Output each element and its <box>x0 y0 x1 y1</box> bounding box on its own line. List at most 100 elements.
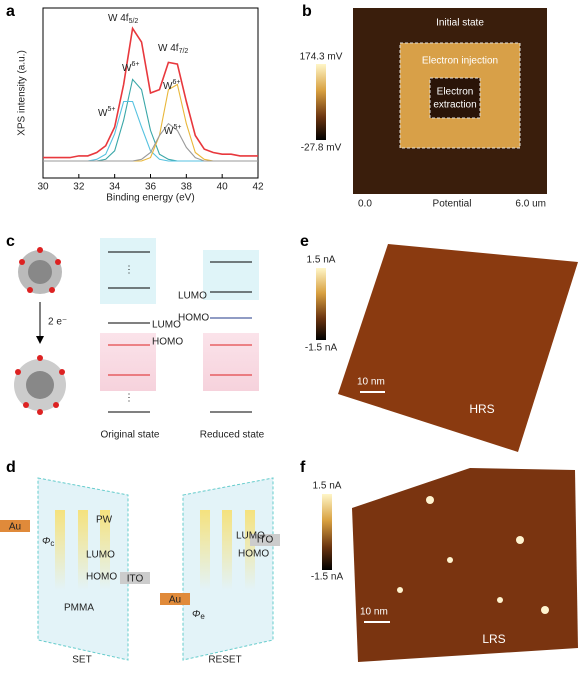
panel-label: b <box>302 3 312 20</box>
peak-label-text: W 4f <box>158 43 179 54</box>
axis-label: Potential <box>433 199 472 210</box>
label: Electron injection <box>422 56 498 67</box>
dashed-box <box>429 77 481 119</box>
colorbar-max: 174.3 mV <box>300 52 343 63</box>
peak-label-text: W <box>122 63 132 74</box>
axis-start: 0.0 <box>358 199 372 210</box>
peak-label: W6+ <box>163 79 180 92</box>
x-tick-label: 40 <box>217 182 229 193</box>
label: Au <box>169 595 181 606</box>
state: HRS <box>469 402 494 416</box>
svg-text:⋮: ⋮ <box>124 393 134 404</box>
colorbar-min: -1.5 nA <box>305 343 338 354</box>
peak-label-text: W <box>98 108 108 119</box>
molecule <box>18 247 62 294</box>
x-tick-label: 32 <box>73 182 85 193</box>
x-tick-label: 38 <box>181 182 193 193</box>
peak-label-sup: 5+ <box>173 124 181 131</box>
panel-c: 2 e⁻ ⋮ ⋮ LUMO HOMO LUMO HOMO Original st… <box>14 238 265 441</box>
panel-d: Au Φc PW LUMO HOMO ITO PMMA SET ITO LUMO… <box>0 477 280 666</box>
peak-label-sub: 7/2 <box>179 48 189 55</box>
label: Reduced state <box>200 430 265 441</box>
label: ITO <box>257 535 274 546</box>
colorbar-min: -1.5 nA <box>311 572 344 583</box>
peak-label: W 4f7/2 <box>158 43 188 55</box>
panel-label: c <box>6 233 15 250</box>
lumo-box <box>100 238 156 304</box>
colorbar-min: -27.8 mV <box>301 143 342 154</box>
peak-label-sup: 6+ <box>131 61 139 68</box>
label: RESET <box>208 655 241 666</box>
ito-electrode <box>250 534 280 546</box>
x-axis-label: Binding energy (eV) <box>106 193 194 204</box>
peak-label: W5+ <box>98 106 115 119</box>
series-line <box>43 122 258 162</box>
peak-label-text: W <box>164 126 174 137</box>
x-tick-label: 36 <box>145 182 157 193</box>
panel-label: a <box>6 3 15 20</box>
x-tick-label: 30 <box>37 182 49 193</box>
colorbar-max: 1.5 nA <box>307 255 336 266</box>
label: Electron <box>437 87 474 98</box>
label: LUMO <box>152 320 181 331</box>
series-line <box>43 26 258 159</box>
homo-box <box>100 333 156 391</box>
peak-label-text: W <box>163 81 173 92</box>
ito-electrode <box>120 572 150 584</box>
x-tick-label: 34 <box>109 182 121 193</box>
peak-label-sup: 5+ <box>107 106 115 113</box>
y-axis-label: XPS intensity (a.u.) <box>17 50 28 136</box>
label: ITO <box>127 574 144 585</box>
au-electrode <box>0 520 30 532</box>
label: SET <box>72 655 91 666</box>
label: PMMA <box>64 603 94 614</box>
au-electrode <box>160 593 190 605</box>
current-map <box>352 468 578 662</box>
xps-chart: 30 32 34 36 38 40 42 Binding energy (eV) XPS int… <box>17 7 264 204</box>
label: extraction <box>433 100 476 111</box>
label: Initial state <box>436 18 484 29</box>
scale-bar: 10 nm <box>357 377 385 388</box>
peak-label-sub: 5/2 <box>129 18 139 25</box>
current-map <box>338 244 578 452</box>
peak-label-sup: 6+ <box>172 79 180 86</box>
x-tick-label: 42 <box>252 182 264 193</box>
panel-e: 1.5 nA -1.5 nA 10 nm HRS <box>305 244 578 452</box>
axis-end: 6.0 um <box>515 199 546 210</box>
panel-b: 174.3 mV -27.8 mV Initial state Electron… <box>300 8 547 210</box>
colorbar <box>316 268 326 340</box>
state: LRS <box>482 632 505 646</box>
label: Φc <box>42 536 54 548</box>
panel-f: 1.5 nA -1.5 nA 10 nm LRS <box>311 468 578 662</box>
peak-label-text: W 4f <box>108 13 129 24</box>
extraction-region <box>430 78 480 118</box>
label: HOMO <box>238 549 269 560</box>
panel-label: e <box>300 233 309 250</box>
label: Original state <box>101 430 160 441</box>
molecule <box>14 355 66 415</box>
label: 2 e⁻ <box>48 317 67 328</box>
label: HOMO <box>152 337 183 348</box>
label: LUMO <box>178 291 207 302</box>
label: HOMO <box>86 572 117 583</box>
peak-label: W5+ <box>164 124 181 137</box>
arrowhead <box>36 336 44 344</box>
colorbar-max: 1.5 nA <box>313 481 342 492</box>
panel-label: d <box>6 459 16 476</box>
peak-label: W6+ <box>122 61 139 74</box>
label: Au <box>9 522 21 533</box>
dots: ⋮ <box>124 265 134 276</box>
colorbar <box>316 64 326 140</box>
label: LUMO <box>236 531 265 542</box>
label: LUMO <box>86 550 115 561</box>
label: Φe <box>192 609 205 621</box>
homo-box <box>203 333 259 391</box>
label: HOMO <box>178 313 209 324</box>
label: PW <box>96 515 113 526</box>
colorbar <box>322 494 332 570</box>
panel-label: f <box>300 459 306 476</box>
dashed-box <box>399 42 521 149</box>
peak-label: W 4f5/2 <box>108 13 138 25</box>
scale-bar: 10 nm <box>360 607 388 618</box>
